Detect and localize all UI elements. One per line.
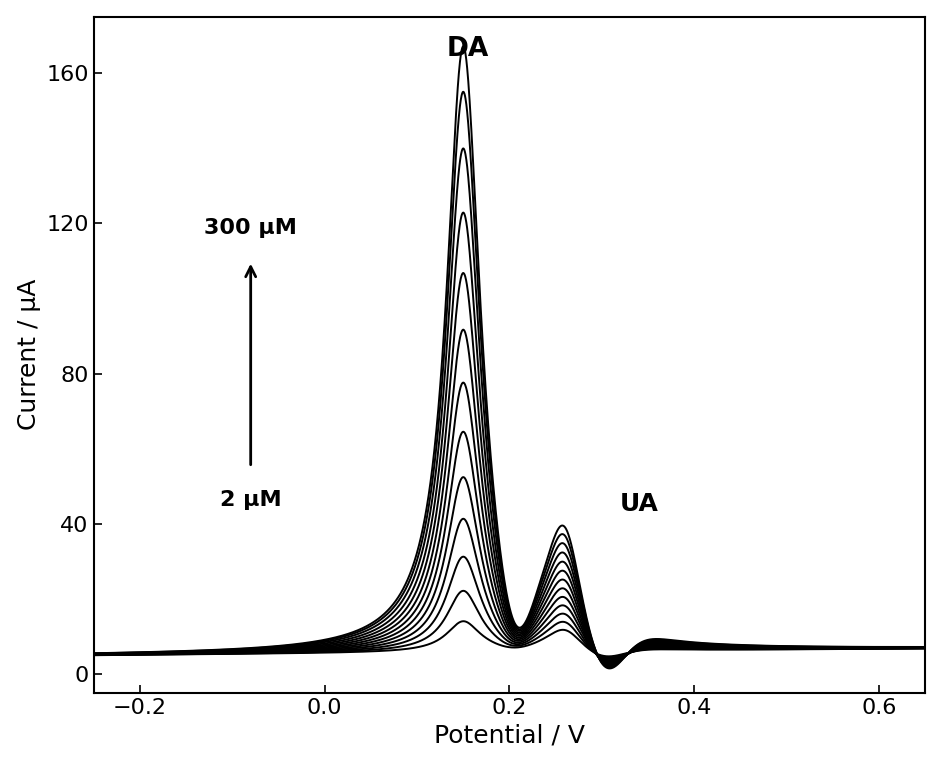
Y-axis label: Current / μA: Current / μA <box>17 279 41 430</box>
Text: 300 μM: 300 μM <box>204 219 297 238</box>
Text: UA: UA <box>620 492 658 516</box>
Text: 2 μM: 2 μM <box>219 490 282 510</box>
Text: DA: DA <box>447 36 489 62</box>
X-axis label: Potential / V: Potential / V <box>434 724 585 747</box>
